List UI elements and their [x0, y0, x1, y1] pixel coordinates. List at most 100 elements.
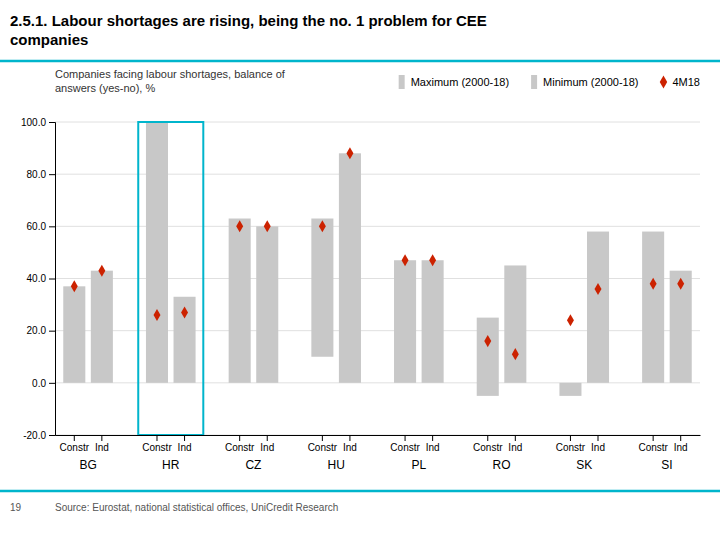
y-tick: 40.0: [27, 273, 55, 284]
range-bar: [229, 219, 251, 383]
x-tick: Constr: [308, 435, 338, 453]
title: 2.5.1. Labour shortages are rising, bein…: [10, 12, 487, 48]
y-tick-label: 80.0: [27, 169, 47, 180]
dot: [236, 220, 243, 232]
x-tick-label: Constr: [225, 442, 255, 453]
x-tick-mark: [74, 435, 75, 441]
range-bar: [642, 232, 664, 383]
legend-item: Minimum (2000-18): [531, 75, 638, 89]
plot-area: [63, 122, 691, 396]
range-bar: [504, 265, 526, 382]
x-tick-label: Ind: [260, 442, 274, 453]
x-tick: Ind: [508, 435, 522, 453]
x-tick-label: Ind: [508, 442, 522, 453]
dot: [264, 220, 271, 232]
x-tick-mark: [570, 435, 571, 441]
y-tick-mark: [49, 279, 55, 280]
dot: [650, 278, 657, 290]
range-bar: [670, 271, 692, 383]
x-tick: Constr: [142, 435, 172, 453]
y-tick-mark: [49, 435, 55, 436]
x-tick-label: Ind: [674, 442, 688, 453]
x-tick: Ind: [343, 435, 357, 453]
dot: [484, 335, 491, 347]
legend-swatch: [399, 75, 405, 89]
legend-swatch: [660, 76, 667, 89]
x-tick-mark: [239, 435, 240, 441]
x-tick-mark: [322, 435, 323, 441]
y-tick: 80.0: [27, 169, 55, 180]
range-bar: [559, 383, 581, 396]
chart: 2.5.1. Labour shortages are rising, bein…: [0, 0, 720, 540]
range-bar: [174, 297, 196, 383]
y-tick-label: 100.0: [21, 117, 46, 128]
x-tick-label: Constr: [556, 442, 586, 453]
x-tick-mark: [487, 435, 488, 441]
dot: [154, 309, 161, 321]
grid: [55, 122, 700, 435]
separator: [0, 490, 720, 493]
range-bar: [339, 153, 361, 383]
source: Source: Eurostat, national statistical o…: [55, 502, 338, 513]
range-bar: [311, 219, 333, 357]
dot: [319, 220, 326, 232]
range-bar: [477, 318, 499, 396]
x-tick: Ind: [426, 435, 440, 453]
group-label: PL: [412, 458, 427, 472]
x-tick: Constr: [60, 435, 90, 453]
y-tick-mark: [49, 174, 55, 175]
x-tick-label: Ind: [591, 442, 605, 453]
group-label: SI: [661, 458, 672, 472]
page-number: 19: [10, 502, 22, 513]
x-tick-mark: [184, 435, 185, 441]
x-tick-mark: [101, 435, 102, 441]
x-tick: Constr: [225, 435, 255, 453]
y-tick: 20.0: [27, 325, 55, 336]
range-bar: [587, 232, 609, 383]
x-tick-label: Constr: [60, 442, 90, 453]
x-axis: Constr Ind Constr Ind Constr Ind Constr Ind Cons…: [56, 435, 701, 453]
group-label: RO: [493, 458, 511, 472]
x-tick: Constr: [638, 435, 668, 453]
legend-label: 4M18: [672, 76, 700, 88]
x-tick-label: Constr: [142, 442, 172, 453]
x-tick-mark: [156, 435, 157, 441]
x-tick: Constr: [390, 435, 420, 453]
dot: [512, 348, 519, 360]
y-axis-line: [49, 123, 56, 436]
x-tick-mark: [405, 435, 406, 441]
separator: [0, 60, 720, 63]
x-tick-mark: [432, 435, 433, 441]
y-tick-mark: [49, 226, 55, 227]
y-axis: -20.00.020.040.060.080.0100.0: [21, 117, 56, 441]
range-bar: [63, 286, 85, 383]
dot: [98, 265, 105, 277]
y-tick-mark: [49, 331, 55, 332]
dot: [181, 306, 188, 318]
range-bar: [91, 271, 113, 383]
y-tick-label: 40.0: [27, 273, 47, 284]
y-tick-label: 20.0: [27, 325, 47, 336]
x-tick-label: Constr: [390, 442, 420, 453]
x-tick-label: Ind: [95, 442, 109, 453]
y-tick: -20.0: [23, 430, 55, 441]
y-tick-label: 0.0: [32, 378, 46, 389]
legend-label: Maximum (2000-18): [411, 76, 509, 88]
group-label: HR: [162, 458, 180, 472]
x-tick: Constr: [556, 435, 586, 453]
legend: Maximum (2000-18) Minimum (2000-18) 4M18: [399, 75, 700, 89]
x-tick-mark: [653, 435, 654, 441]
x-tick-mark: [267, 435, 268, 441]
legend-item: 4M18: [660, 76, 700, 89]
subtitle: Companies facing labour shortages, balan…: [55, 68, 286, 94]
dot: [677, 278, 684, 290]
dot: [595, 283, 602, 295]
legend-swatch: [531, 75, 537, 89]
dot: [429, 254, 436, 266]
x-tick-mark: [598, 435, 599, 441]
x-tick: Constr: [473, 435, 503, 453]
x-tick: Ind: [260, 435, 274, 453]
group-label: SK: [576, 458, 592, 472]
x-tick-label: Ind: [343, 442, 357, 453]
group-label: CZ: [245, 458, 261, 472]
